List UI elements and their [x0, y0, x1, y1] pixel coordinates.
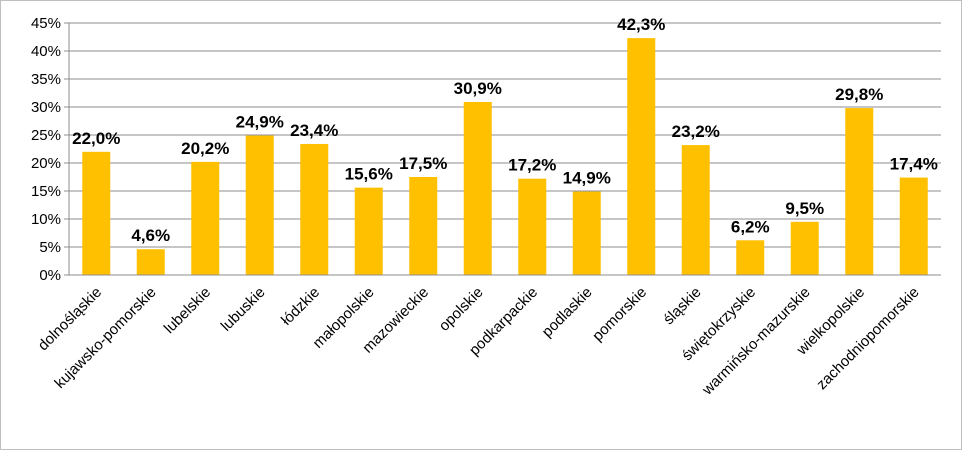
- bar: [845, 108, 874, 276]
- data-label: 4,6%: [131, 226, 170, 245]
- data-label: 17,2%: [508, 156, 556, 175]
- y-tick-label: 35%: [31, 71, 61, 88]
- category-label: łódzkie: [278, 284, 323, 329]
- y-tick-label: 15%: [31, 183, 61, 200]
- data-label: 14,9%: [563, 169, 611, 188]
- data-label: 24,9%: [236, 113, 284, 132]
- category-label: kujawsko-pomorskie: [51, 284, 159, 392]
- bar: [354, 187, 383, 275]
- data-label: 17,4%: [890, 155, 938, 174]
- category-label: opolskie: [436, 284, 487, 335]
- y-tick-label: 25%: [31, 127, 61, 144]
- bar: [82, 151, 111, 275]
- y-tick-label: 40%: [31, 43, 61, 60]
- category-label: lubelskie: [161, 284, 214, 337]
- data-label: 15,6%: [345, 165, 393, 184]
- y-tick-label: 10%: [31, 211, 61, 228]
- data-label: 42,3%: [617, 15, 665, 34]
- y-tick-label: 20%: [31, 155, 61, 172]
- data-label: 23,2%: [672, 122, 720, 141]
- category-label: podlaskie: [539, 284, 596, 341]
- data-label: 6,2%: [731, 217, 770, 236]
- category-label: lubuskie: [218, 284, 269, 335]
- category-label: warmińsko-mazurskie: [698, 284, 813, 399]
- data-label: 20,2%: [181, 139, 229, 158]
- bar: [736, 240, 765, 275]
- y-tick-label: 5%: [39, 239, 61, 256]
- data-label: 30,9%: [454, 79, 502, 98]
- bar: [681, 145, 710, 275]
- bar: [572, 191, 601, 275]
- bar: [409, 177, 438, 275]
- y-tick-label: 0%: [39, 267, 61, 284]
- axes: [68, 23, 941, 276]
- bars: [82, 38, 928, 276]
- bar: [136, 249, 165, 275]
- data-label: 17,5%: [399, 154, 447, 173]
- bar: [245, 135, 274, 275]
- category-label: śląskie: [660, 284, 704, 328]
- bar: [899, 177, 928, 275]
- bar: [790, 221, 819, 275]
- category-label: pomorskie: [589, 284, 650, 345]
- bar: [463, 101, 492, 276]
- y-axis-ticks: 0% 5% 10% 15% 20% 25% 30% 35% 40% 45%: [31, 15, 69, 284]
- data-label: 22,0%: [72, 129, 120, 148]
- data-label: 9,5%: [785, 199, 824, 218]
- data-label: 29,8%: [835, 85, 883, 104]
- y-tick-label: 30%: [31, 99, 61, 116]
- bar: [627, 38, 656, 276]
- category-label: zachodniopomorskie: [813, 284, 922, 393]
- bar: [518, 178, 547, 275]
- bar: [191, 161, 220, 275]
- y-tick-label: 45%: [31, 15, 61, 32]
- data-labels: 22,0% 4,6% 20,2% 24,9% 23,4% 15,6% 17,5% 30,9% 1…: [72, 15, 938, 245]
- bar: [300, 143, 329, 275]
- data-label: 23,4%: [290, 121, 338, 140]
